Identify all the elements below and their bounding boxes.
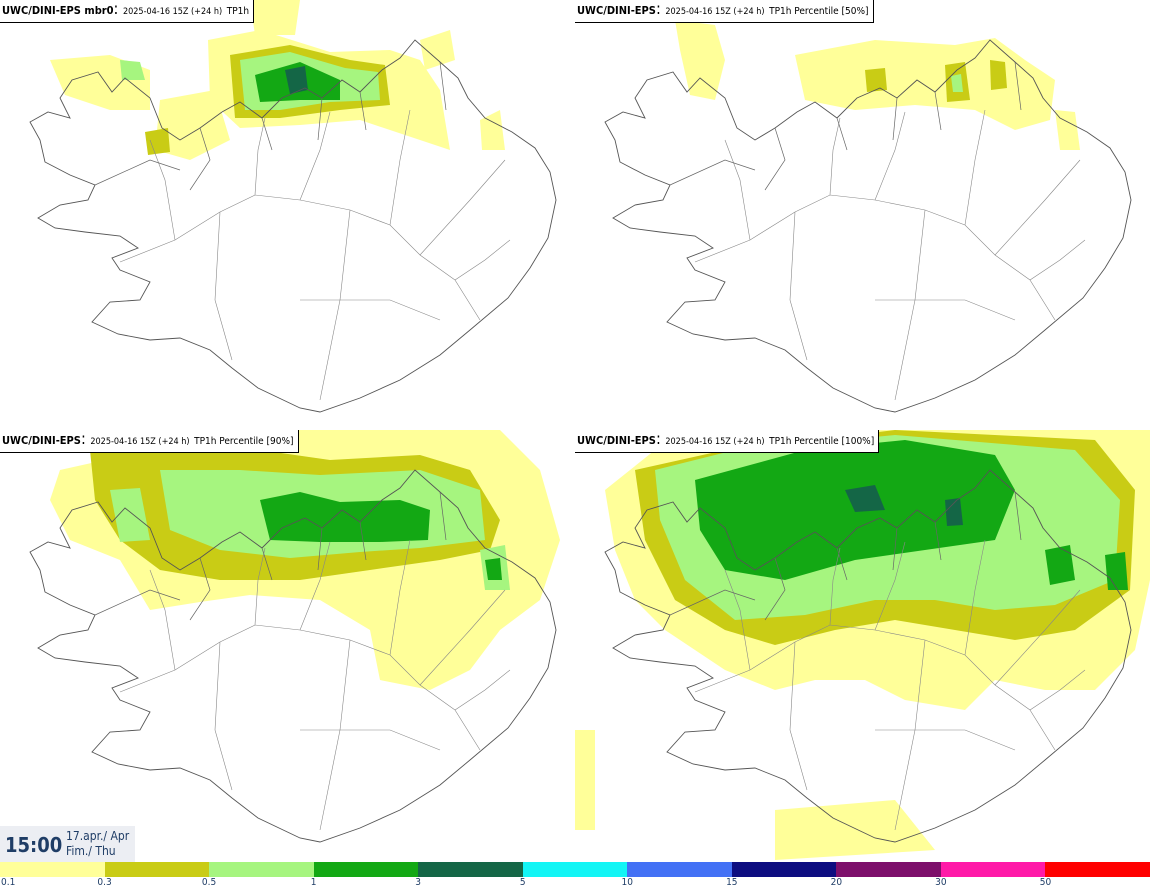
precip-map-p100: [575, 430, 1150, 860]
panel-title: UWC/DINI-EPS: 2025-04-16 15Z (+24 h) TP1…: [575, 430, 880, 453]
colorbar-swatch: [313, 862, 419, 877]
map-panel-p90: UWC/DINI-EPS: 2025-04-16 15Z (+24 h) TP1…: [0, 430, 575, 860]
precip-areas: [675, 20, 1080, 150]
colorbar-swatch: [0, 862, 105, 877]
colorbar-tick-label: 1: [310, 877, 317, 888]
precip-areas: [50, 0, 505, 160]
model-name: UWC/DINI-EPS: [577, 4, 656, 17]
colorbar-tick-label: 10: [621, 877, 633, 888]
precip-map-p90: [29, 430, 560, 843]
colorbar-swatch: [209, 862, 314, 877]
precip-areas: [50, 430, 560, 690]
colorbar-tick-label: 50: [1039, 877, 1052, 888]
field-name: TP1h Percentile [100%]: [769, 436, 875, 447]
valid-time-box: 15:00 17.apr./ Apr Fim./ Thu: [0, 826, 135, 862]
run-time: 2025-04-16 15Z (+24 h): [665, 7, 765, 17]
colorbar-tick-label: 0.5: [201, 877, 217, 888]
precip-map-p50: [604, 20, 1132, 413]
colorbar-swatch: [627, 862, 732, 877]
colorbar-swatch: [836, 862, 941, 877]
colorbar-swatch: [522, 862, 628, 877]
colorbar-swatch: [418, 862, 523, 877]
colorbar-swatch: [1045, 862, 1150, 877]
valid-weekday: Fim./ Thu: [66, 844, 116, 858]
run-time: 2025-04-16 15Z (+24 h): [90, 437, 190, 447]
precip-areas: [575, 430, 1150, 860]
colorbar-swatch: [104, 862, 210, 877]
colorbar-tick-label: 20: [830, 877, 843, 888]
run-time: 2025-04-16 15Z (+24 h): [122, 7, 223, 17]
colorbar-tick-label: 15: [726, 877, 738, 888]
model-name: UWC/DINI-EPS: [2, 434, 81, 447]
colorbar-tick-label: 30: [935, 877, 947, 888]
panel-title: UWC/DINI-EPS: 2025-04-16 15Z (+24 h) TP1…: [0, 430, 299, 453]
model-name: UWC/DINI-EPS: [577, 434, 656, 447]
field-name: TP1h Percentile [50%]: [769, 6, 869, 17]
field-name: TP1h Percentile [90%]: [194, 436, 294, 447]
colorbar-swatch: [940, 862, 1046, 877]
run-time: 2025-04-16 15Z (+24 h): [665, 437, 765, 447]
field-name: TP1h: [226, 6, 250, 17]
map-panel-p100: UWC/DINI-EPS: 2025-04-16 15Z (+24 h) TP1…: [575, 430, 1150, 860]
map-panel-p50: UWC/DINI-EPS: 2025-04-16 15Z (+24 h) TP1…: [575, 0, 1150, 430]
precip-colorbar: [0, 862, 1150, 877]
panel-title: UWC/DINI-EPS mbr0: 2025-04-16 15Z (+24 h…: [0, 0, 255, 23]
map-panel-mbr0: UWC/DINI-EPS mbr0: 2025-04-16 15Z (+24 h…: [0, 0, 575, 430]
colorbar-tick-label: 5: [519, 877, 526, 888]
colorbar-swatch: [731, 862, 837, 877]
valid-time: 15:00: [5, 833, 63, 857]
model-name: UWC/DINI-EPS mbr0: [2, 4, 114, 17]
colorbar-tick-label: 3: [415, 877, 422, 888]
precip-map-mbr0: [29, 0, 557, 413]
valid-date: 17.apr./ Apr: [66, 829, 130, 843]
colorbar-tick-label: 0.1: [1, 877, 16, 888]
panel-title: UWC/DINI-EPS: 2025-04-16 15Z (+24 h) TP1…: [575, 0, 874, 23]
colorbar-tick-label: 0.3: [97, 877, 112, 888]
colorbar-ticks: 0.1 0.3 0.5 1 3 5 10 15 20 30 50: [0, 877, 1150, 891]
